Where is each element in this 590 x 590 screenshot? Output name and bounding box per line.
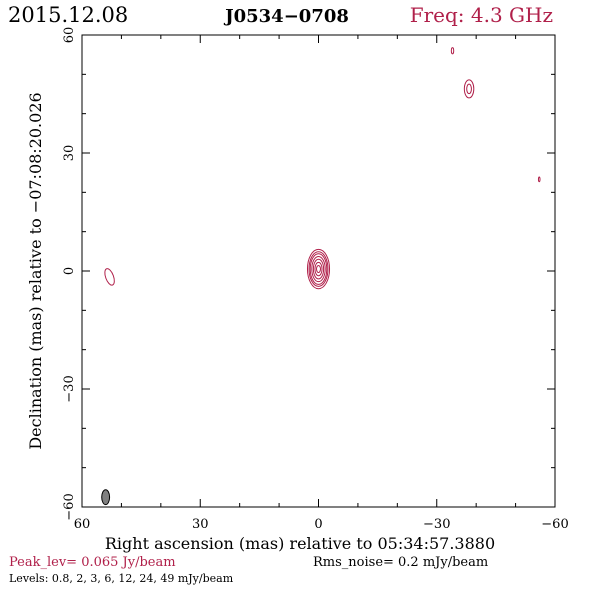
noise-contour <box>537 176 541 183</box>
y-tick-label: −30 <box>62 375 77 402</box>
contour-layer <box>104 47 541 290</box>
core-contour <box>314 261 323 277</box>
rms-noise: Rms_noise= 0.2 mJy/beam <box>313 555 488 570</box>
core-contour <box>312 258 325 280</box>
x-tick-label: 30 <box>192 517 209 532</box>
y-tick-label: 30 <box>62 145 77 162</box>
y-tick-label: 60 <box>62 27 77 44</box>
core-contour <box>306 248 331 290</box>
y-tick-label: −60 <box>62 493 77 520</box>
y-axis-label: Declination (mas) relative to −07:08:20.… <box>26 92 45 449</box>
source-name: J0534−0708 <box>223 6 349 27</box>
core-contour <box>309 253 328 285</box>
beam-ellipse <box>101 489 111 506</box>
y-tick-label: 0 <box>62 267 77 275</box>
y-tick-labels: −60 −30 0 30 60 <box>62 27 77 521</box>
noise-contour <box>450 47 455 55</box>
observation-date: 2015.12.08 <box>8 3 128 27</box>
noise-contour <box>466 83 472 95</box>
core-contour <box>308 251 329 287</box>
plot-frame <box>81 34 556 508</box>
noise-contour <box>463 79 475 99</box>
noise-contour <box>104 268 115 286</box>
frequency-label: Freq: 4.3 GHz <box>410 3 553 27</box>
peak-level: Peak_lev= 0.065 Jy/beam <box>9 555 176 570</box>
x-axis-label: Right ascension (mas) relative to 05:34:… <box>105 534 495 553</box>
x-tick-label: 60 <box>74 517 91 532</box>
x-tick-label: 0 <box>314 517 322 532</box>
beam-layer <box>101 489 111 506</box>
core-contour <box>311 255 326 283</box>
contour-levels: Levels: 0.8, 2, 3, 6, 12, 24, 49 mJy/bea… <box>9 572 234 585</box>
core-contour <box>316 264 321 274</box>
axis-ticks <box>81 34 556 508</box>
x-tick-label: −30 <box>423 517 450 532</box>
x-tick-labels: 60 30 0 −30 −60 <box>74 517 569 532</box>
x-tick-label: −60 <box>541 517 568 532</box>
